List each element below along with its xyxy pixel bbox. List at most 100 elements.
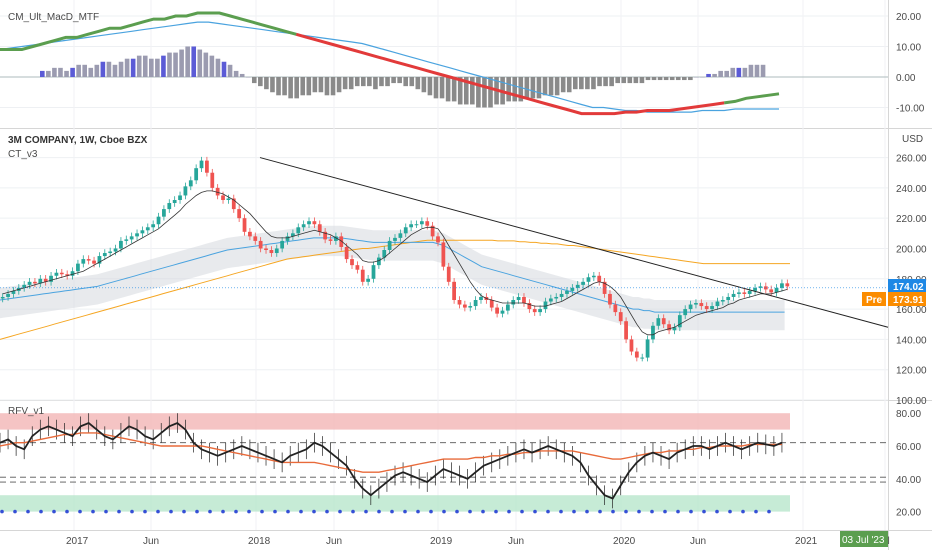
- rsi-dot: [208, 509, 212, 514]
- candle-body: [129, 236, 134, 240]
- rsi-dot: [390, 509, 394, 514]
- rsi-dot: [260, 509, 264, 514]
- macd-histogram-bar: [754, 64, 760, 77]
- macd-histogram-bar: [221, 61, 227, 77]
- macd-histogram-bar: [106, 61, 112, 77]
- rsi-dot: [455, 509, 459, 514]
- candle-body: [210, 172, 215, 188]
- macd-histogram-bar: [76, 64, 81, 77]
- candle-body: [43, 278, 48, 282]
- macd-histogram-bar: [694, 77, 699, 78]
- rsi-title: RFV_v1: [8, 406, 45, 417]
- macd-histogram-bar: [300, 77, 306, 96]
- last-price-badge: [888, 279, 926, 293]
- candle-body: [33, 281, 37, 284]
- candle-body: [124, 239, 129, 241]
- macd-histogram-bar: [706, 73, 711, 77]
- candle-body: [145, 227, 150, 231]
- macd-histogram-bar: [591, 77, 596, 90]
- candle-body: [237, 209, 242, 219]
- macd-histogram-bar: [324, 77, 330, 96]
- candle-body: [704, 306, 709, 310]
- rsi-line: [0, 421, 783, 500]
- price-tick-label: 260.00: [896, 154, 927, 165]
- rsi-dot: [52, 509, 56, 514]
- rsi-dot: [312, 509, 316, 514]
- candle-body: [366, 278, 371, 282]
- candle-body: [167, 203, 172, 210]
- macd-histogram-bar: [748, 64, 754, 77]
- macd-histogram-bar: [433, 77, 439, 99]
- price-tick-label: 120.00: [896, 366, 927, 377]
- candle-body: [81, 259, 86, 264]
- macd-histogram-bar: [233, 70, 239, 77]
- rsi-dot: [377, 509, 381, 514]
- macd-histogram-bar: [354, 77, 360, 87]
- candle-body: [559, 293, 564, 297]
- candle-body: [65, 274, 70, 276]
- candle-body: [376, 257, 381, 266]
- candle-body: [92, 260, 96, 264]
- price-plot: [0, 156, 889, 362]
- macd-histogram-bar: [179, 49, 184, 77]
- macd-histogram-bar: [427, 77, 433, 96]
- rsi-dot: [234, 509, 238, 514]
- macd-histogram-bar: [645, 77, 651, 81]
- macd-histogram-bar: [130, 58, 136, 77]
- candle-body: [479, 296, 483, 300]
- candle-body: [285, 236, 290, 241]
- rsi-dot: [429, 509, 433, 514]
- macd-histogram-bar: [597, 77, 602, 87]
- candle-body: [425, 221, 430, 226]
- macd-histogram-bar: [270, 77, 275, 93]
- candle-body: [393, 237, 397, 241]
- candle-body: [59, 272, 64, 275]
- macd-histogram-bar: [742, 67, 748, 77]
- candle-body: [307, 221, 311, 225]
- sma-200-line: [0, 239, 790, 340]
- macd-histogram-bar: [688, 77, 693, 81]
- candle-body: [291, 233, 295, 237]
- rsi-dot: [156, 509, 160, 514]
- macd-histogram-bar: [70, 67, 75, 77]
- macd-histogram-bar: [579, 77, 584, 90]
- candle-body: [102, 253, 107, 257]
- overbought-band: [0, 413, 790, 430]
- rsi-dot: [104, 509, 108, 514]
- candle-body: [468, 306, 473, 308]
- rsi-dot: [65, 509, 69, 514]
- macd-histogram-bar: [112, 64, 118, 77]
- candle-body: [720, 300, 725, 302]
- candle-body: [651, 325, 655, 340]
- candle-body: [253, 236, 258, 241]
- macd-histogram-bar: [209, 55, 215, 77]
- macd-histogram-bar: [136, 55, 142, 77]
- macd-histogram-bar: [46, 70, 51, 77]
- macd-histogram-bar: [282, 77, 287, 96]
- candle-body: [452, 281, 456, 300]
- chart-title: 3M COMPANY, 1W, Cboe BZX: [8, 135, 148, 146]
- candle-body: [269, 250, 274, 254]
- candle-body: [334, 236, 338, 241]
- macd-histogram-bar: [64, 70, 69, 77]
- candle-body: [597, 275, 602, 282]
- macd-plot: [0, 11, 888, 116]
- axes: 20.00 10.00 0.00 -10.00 260.00 240.00 220.00 20…: [66, 12, 927, 547]
- candle-body: [602, 281, 607, 294]
- candle-body: [688, 304, 693, 310]
- candle-body: [747, 290, 752, 294]
- candle-body: [586, 277, 591, 282]
- macd-histogram-bar: [348, 77, 354, 90]
- rsi-dot: [468, 509, 472, 514]
- macd-histogram-bar: [615, 77, 620, 84]
- macd-histogram-bar: [585, 77, 590, 90]
- macd-signal-line: [0, 21, 779, 113]
- candle-body: [22, 284, 27, 288]
- candle-body: [495, 307, 499, 314]
- candle-body: [403, 227, 408, 234]
- rsi-dot: [325, 509, 329, 514]
- rsi-dot: [520, 509, 524, 514]
- macd-histogram-bar: [367, 77, 372, 87]
- macd-line-bull: [723, 92, 780, 105]
